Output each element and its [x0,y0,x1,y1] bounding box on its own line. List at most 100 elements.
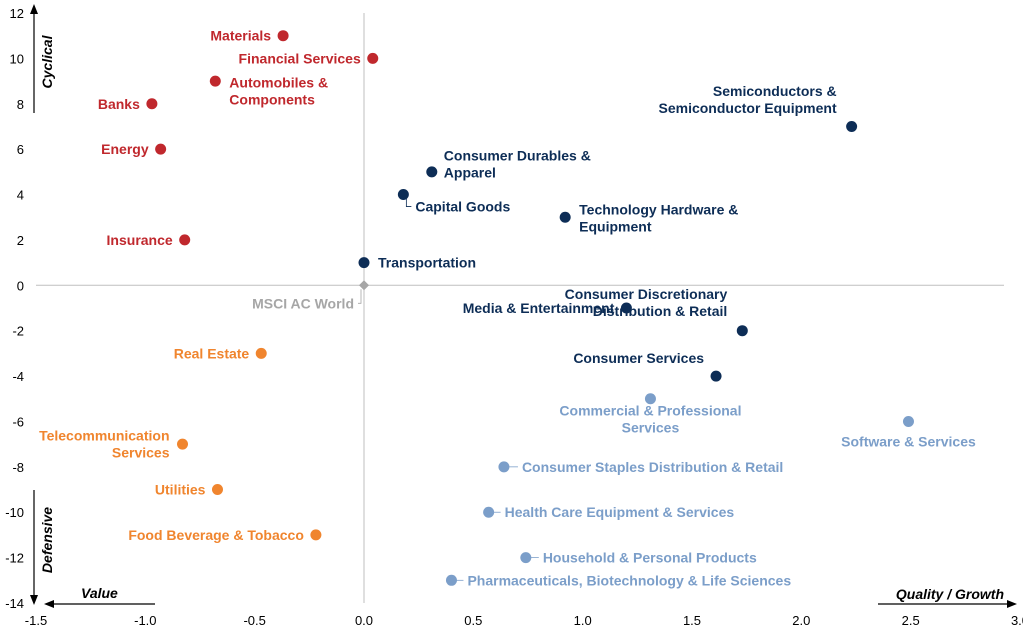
point-label-line: Consumer Discretionary [565,286,728,302]
point-label-line: Apparel [444,164,496,180]
point-label-line: Real Estate [174,345,250,361]
point-label-line: Technology Hardware & [579,202,738,218]
x-tick-label: -0.5 [243,613,265,628]
point-label: Consumer Discretionary Distribution & Ret… [565,286,728,319]
point-label-line: Semiconductors & [713,83,837,99]
point-label: Software & Services [841,433,976,449]
point-labels: Materials Financial Services Automobiles &… [39,28,976,589]
point-label-line: Telecommunication [39,428,169,444]
point-label-line: Services [622,419,680,435]
x-tick-label: -1.5 [25,613,47,628]
point-label: Real Estate [174,345,250,361]
y-tick-label: -12 [5,551,24,566]
point-label: Banks [98,96,140,112]
point-label-line: Consumer Durables & [444,147,591,163]
x-tick-label: 0.5 [464,613,482,628]
point-label: Commercial & Professional Services [559,402,741,435]
data-point [155,143,167,155]
point-label-line: Commercial & Professional [559,402,741,418]
data-point [902,415,914,427]
point-label: Semiconductors & Semiconductor Equipment [659,83,837,116]
point-label-line: Food Beverage & Tobacco [128,527,304,543]
y-tick-label: 2 [17,233,24,248]
point-label-line: Equipment [579,219,652,235]
point-label: Transportation [378,255,476,271]
point-label: Pharmaceuticals, Biotechnology & Life Sc… [467,572,791,588]
y-tick-label: -6 [12,414,24,429]
point-label: MSCI AC World [252,295,354,311]
y-tick-label: -4 [12,369,24,384]
data-point [710,370,722,382]
point-label-line: Health Care Equipment & Services [505,504,735,520]
point-label-line: Components [229,92,315,108]
y-tick-label: 6 [17,142,24,157]
point-label: Capital Goods [415,199,510,215]
leader-line [405,198,412,207]
data-point [620,302,632,314]
point-label: Energy [101,141,149,157]
data-point [846,120,858,132]
data-point [367,52,379,64]
point-label-line: Media & Entertainment [463,300,615,316]
data-point [397,189,409,201]
arrow-defensive-head [30,595,38,605]
y-tick-label: 10 [10,51,24,66]
point-label: Household & Personal Products [543,550,757,566]
y-tick-label: 4 [17,188,24,203]
point-label: Utilities [155,482,206,498]
point-label-line: Software & Services [841,433,976,449]
point-label: Financial Services [239,50,361,66]
leader-line [358,289,362,304]
arrow-value-head [44,600,54,608]
data-point [146,98,158,110]
arrow-cyclical-head [30,4,38,14]
point-label: Food Beverage & Tobacco [128,527,304,543]
point-label: Materials [210,28,271,44]
point-label-line: Consumer Staples Distribution & Retail [522,459,783,475]
x-tick-label: 0.0 [355,613,373,628]
y-tick-label: -8 [12,460,24,475]
point-label: Consumer Services [573,350,704,366]
point-label: Consumer Durables & Apparel [444,147,591,180]
data-point [520,552,532,564]
point-label: Technology Hardware & Equipment [579,202,738,235]
y-tick-label: 12 [10,6,24,21]
arrow-growth-head [1007,600,1017,608]
point-label: Insurance [107,232,173,248]
axes [36,13,1004,603]
point-label-line: Consumer Services [573,350,704,366]
point-label-line: Automobiles & [229,75,328,91]
data-point [277,30,289,42]
x-tick-label: 2.0 [792,613,810,628]
y-tick-label: -2 [12,324,24,339]
point-label-line: Capital Goods [415,199,510,215]
y-tick-label: 0 [17,278,24,293]
data-point [177,438,189,450]
point-label-line: Energy [101,141,149,157]
data-point [644,393,656,405]
data-point [211,484,223,496]
point-label-line: Insurance [107,232,173,248]
data-point [736,325,748,337]
point-label-line: Household & Personal Products [543,550,757,566]
x-tick-label: 1.0 [574,613,592,628]
point-label-line: Financial Services [239,50,361,66]
point-label-line: Semiconductor Equipment [659,100,837,116]
axis-titles: Cyclical Defensive Value Quality / Growt… [39,34,1004,602]
point-label: Automobiles & Components [229,75,328,108]
data-point [483,506,495,518]
data-point [426,166,438,178]
benchmark-marker [359,280,369,291]
point-label-line: Pharmaceuticals, Biotechnology & Life Sc… [467,572,791,588]
point-label-line: Materials [210,28,271,44]
data-points [146,30,914,586]
y-tick-label: -10 [5,505,24,520]
data-point [498,461,510,473]
data-point [310,529,322,541]
point-label: Consumer Staples Distribution & Retail [522,459,783,475]
y-tick-label: -14 [5,596,24,611]
x-tick-label: 2.5 [902,613,920,628]
axis-arrows [30,4,1017,608]
axis-title-value: Value [81,585,118,601]
